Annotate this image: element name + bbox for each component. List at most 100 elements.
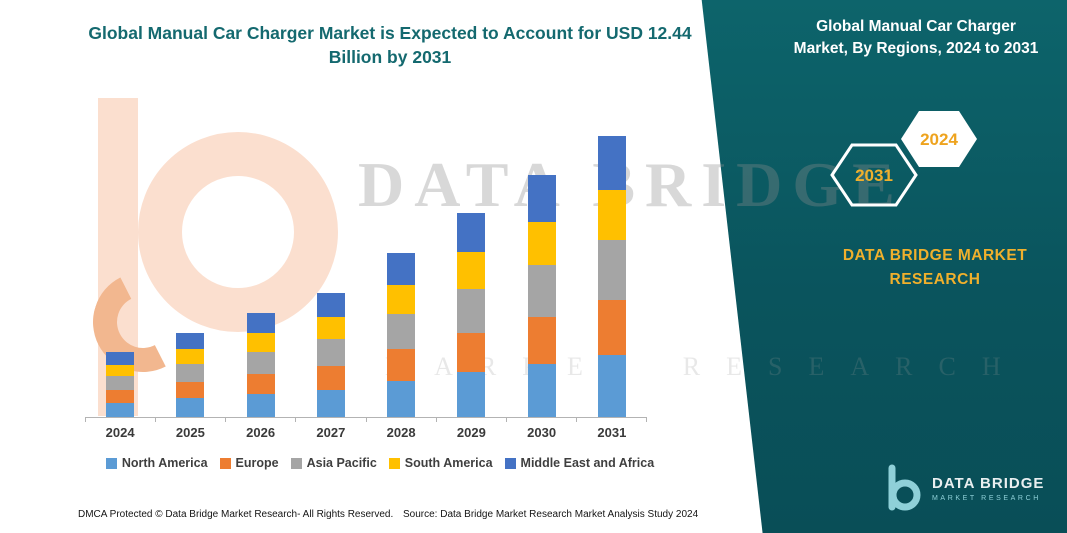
legend-label: Middle East and Africa [520, 456, 655, 470]
axis-tick [155, 418, 157, 422]
axis-tick [225, 418, 227, 422]
axis-tick [365, 418, 367, 422]
logo-name: DATA BRIDGE [932, 474, 1045, 492]
bar-segment [387, 313, 416, 350]
legend-label: Europe [235, 456, 279, 470]
bar-segment [106, 376, 135, 391]
bar-segment [597, 240, 626, 301]
bar-segment [597, 300, 626, 356]
bar-segment [106, 351, 135, 365]
x-axis-label: 2029 [456, 425, 486, 440]
bar-segment [597, 136, 626, 191]
logo-subtitle: MARKET RESEARCH [932, 494, 1041, 502]
stacked-bar-2031 [597, 136, 626, 417]
bar-segment [527, 316, 556, 364]
bar-group [226, 313, 296, 417]
side-panel [701, 0, 1067, 533]
legend-label: North America [121, 456, 208, 470]
bar-group [366, 253, 436, 417]
dbmr-logo: DATA BRIDGE MARKET RESEARCH [880, 462, 1044, 514]
bar-segment [457, 332, 486, 373]
bar-segment [527, 221, 556, 265]
stacked-bar-2027 [316, 293, 345, 417]
legend-item: Middle East and Africa [504, 456, 655, 470]
x-axis-label: 2026 [246, 425, 276, 440]
stacked-bar-2030 [527, 175, 556, 417]
bar-segment [387, 349, 416, 381]
bar-segment [246, 394, 275, 417]
x-axis [85, 417, 647, 418]
legend-swatch [219, 457, 231, 469]
legend-item: Asia Pacific [290, 456, 377, 470]
axis-tick [646, 418, 647, 422]
axis-tick [85, 418, 86, 422]
bar-segment [316, 365, 345, 390]
bar-segment [387, 380, 416, 417]
bar-segment [457, 372, 486, 417]
bar-segment [457, 213, 486, 253]
bar-segment [597, 190, 626, 241]
x-axis-label: 2031 [597, 425, 627, 440]
legend-swatch [105, 457, 117, 469]
bar-segment [246, 374, 275, 395]
bar-group [507, 175, 577, 417]
hexagon-2024-label: 2024 [920, 130, 958, 149]
hexagon-2031-label: 2031 [855, 166, 893, 185]
x-axis-label: 2025 [175, 425, 205, 440]
bar-segment [316, 316, 345, 340]
bar-segment [457, 252, 486, 289]
legend-item: North America [105, 456, 208, 470]
hexagon-2031-shape [830, 143, 918, 207]
x-axis-labels: 2024 2025 2026 2027 2028 2029 2030 2031 [85, 425, 647, 440]
bar-segment [176, 364, 205, 383]
stacked-bar-2026 [246, 313, 275, 417]
bar-segment [106, 364, 135, 377]
legend-label: Asia Pacific [306, 456, 377, 470]
legend-swatch [388, 457, 400, 469]
x-axis-label: 2024 [105, 425, 135, 440]
x-axis-label: 2028 [386, 425, 416, 440]
legend-swatch [504, 457, 516, 469]
bar-group [577, 136, 647, 417]
legend-label: South America [404, 456, 493, 470]
legend-swatch [290, 457, 302, 469]
bar-group [436, 213, 506, 417]
stacked-bar-2029 [457, 213, 486, 417]
bar-segment [106, 402, 135, 417]
x-axis-ticks [85, 418, 647, 423]
axis-tick [575, 418, 577, 422]
bar-segment [527, 363, 556, 417]
chart-plot [85, 130, 647, 417]
footer-source: Source: Data Bridge Market Research Mark… [403, 509, 699, 520]
stacked-bar-2028 [387, 253, 416, 417]
bar-segment [597, 355, 626, 417]
bar-group [155, 333, 225, 417]
logo-b-icon [888, 464, 921, 511]
bar-segment [527, 175, 556, 222]
axis-tick [435, 418, 437, 422]
bar-segment [316, 293, 345, 317]
bar-segment [176, 398, 205, 417]
bar-segment [316, 389, 345, 417]
x-axis-label: 2030 [527, 425, 557, 440]
bar-segment [106, 390, 135, 403]
bar-segment [527, 264, 556, 317]
hexagon-2031: 2031 [830, 143, 918, 207]
hexagon-2024: 2024 [901, 111, 977, 167]
bar-group [85, 351, 155, 417]
footer-dmca: DMCA Protected © Data Bridge Market Rese… [78, 509, 394, 520]
legend: North America Europe Asia Pacific South Ame… [60, 456, 700, 470]
axis-tick [295, 418, 297, 422]
bar-segment [387, 284, 416, 314]
bar-group [296, 293, 366, 417]
page-title: Global Manual Car Charger Market is Expe… [88, 23, 692, 67]
legend-item: South America [388, 456, 493, 470]
bar-segment [246, 313, 275, 334]
bar-segment [316, 339, 345, 366]
bar-segment [176, 349, 205, 365]
x-axis-label: 2027 [316, 425, 346, 440]
brand-text: DATA BRIDGE MARKET RESEARCH [842, 247, 1028, 289]
side-panel-title: Global Manual Car Charger Market, By Reg… [793, 18, 1039, 57]
bar-segment [387, 253, 416, 285]
hexagon-2024-shape [901, 111, 977, 167]
